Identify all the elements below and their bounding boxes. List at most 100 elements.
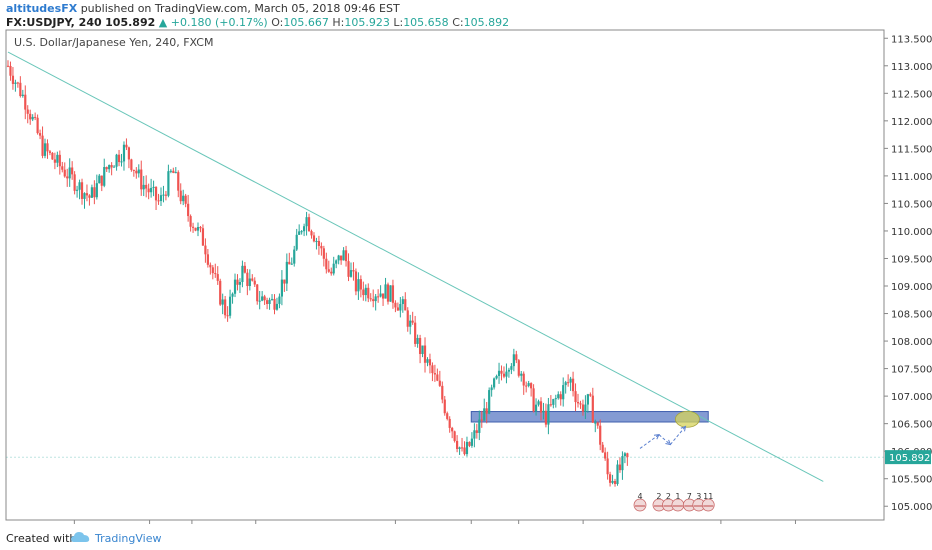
candle-body — [26, 109, 29, 114]
candle-body — [564, 382, 567, 386]
candle-body — [31, 116, 34, 120]
candle-body — [418, 337, 422, 355]
candle-body — [120, 161, 123, 163]
candle-body — [115, 154, 118, 167]
candle-body — [369, 298, 372, 300]
header: altitudesFX published on TradingView.com… — [0, 0, 932, 30]
candle-body — [135, 170, 138, 174]
event-marker: 1 — [671, 492, 685, 512]
candle-body — [73, 174, 76, 191]
price-tick-label: 112.000 — [891, 117, 932, 128]
candle-body — [169, 170, 172, 172]
candle-body — [157, 200, 160, 202]
candle-body — [409, 320, 412, 327]
price-tick-label: 107.000 — [891, 392, 932, 403]
price-tick-label: 106.500 — [891, 420, 932, 431]
candle-body — [532, 388, 535, 412]
candle-body — [152, 186, 155, 188]
publish-info: published on TradingView.com, March 05, … — [80, 2, 400, 15]
candle-body — [189, 216, 192, 227]
low-value: 105.658 — [403, 16, 449, 29]
candle-body — [433, 373, 436, 375]
candle-body — [537, 401, 540, 405]
symbol-line: FX:USDJPY, 240 105.892 ▲ +0.180 (+0.17%)… — [6, 16, 509, 29]
candle-body — [470, 438, 474, 446]
candle-body — [396, 307, 399, 311]
candle-body — [21, 94, 24, 96]
candle-body — [463, 447, 466, 455]
candle-body — [480, 419, 483, 421]
candle-body — [298, 231, 301, 235]
candle-body — [258, 300, 261, 302]
event-count-label: 2 — [666, 492, 671, 501]
candle-body — [125, 144, 128, 148]
candle-body — [78, 182, 81, 190]
high-label: H: — [332, 16, 345, 29]
candle-body — [399, 304, 402, 311]
candle-body — [219, 280, 222, 305]
candle-body — [389, 285, 392, 302]
candle-body — [278, 296, 281, 304]
candle-body — [221, 299, 224, 305]
candle-body — [224, 299, 227, 316]
author-link[interactable]: altitudesFX — [6, 2, 78, 15]
candle-body — [300, 231, 303, 233]
tradingview-brand-link[interactable]: TradingView — [95, 532, 162, 545]
candle-body — [495, 375, 498, 379]
candle-body — [337, 255, 340, 261]
event-count-label: 7 — [687, 492, 692, 501]
price-tick-label: 111.000 — [891, 172, 932, 183]
candle-body — [184, 195, 187, 204]
candle-body — [43, 143, 47, 156]
candle-body — [150, 187, 153, 193]
candle-body — [571, 378, 575, 392]
candle-body — [305, 217, 308, 227]
candle-body — [122, 144, 126, 162]
candle-body — [416, 337, 419, 344]
candle-body — [594, 422, 597, 424]
candle-body — [530, 383, 533, 389]
candle-body — [441, 385, 444, 400]
candle-body — [616, 464, 619, 484]
candle-body — [164, 194, 168, 196]
candle-body — [179, 190, 182, 202]
candle-body — [599, 425, 602, 445]
candle-body — [11, 75, 15, 84]
candle-body — [534, 404, 538, 412]
candle-body — [421, 345, 424, 355]
candle-body — [315, 240, 318, 242]
candle-body — [357, 279, 360, 292]
candle-body — [374, 296, 377, 302]
candle-body — [61, 166, 64, 170]
candle-body — [187, 203, 190, 217]
candle-body — [256, 284, 259, 302]
candle-body — [567, 382, 570, 384]
candle-body — [236, 279, 239, 285]
event-marker: 3 — [692, 492, 706, 512]
candle-body — [285, 261, 288, 284]
candle-body — [19, 82, 22, 96]
candle-body — [490, 387, 493, 391]
footer: Created with TradingView — [0, 526, 932, 550]
candle-body — [265, 300, 269, 304]
candle-body — [238, 282, 242, 285]
chart-canvas[interactable]: 105.000105.500106.000106.500107.000107.5… — [0, 0, 932, 526]
last-price-tag-label: 105.892 — [889, 453, 930, 464]
candle-body — [177, 172, 180, 191]
price-tick-label: 110.000 — [891, 227, 932, 238]
high-value: 105.923 — [344, 16, 390, 29]
candle-body — [130, 159, 133, 170]
candle-body — [53, 159, 56, 163]
candle-body — [243, 265, 246, 273]
candle-body — [584, 404, 587, 412]
candle-body — [283, 279, 286, 284]
candle-body — [231, 293, 234, 297]
candle-body — [16, 82, 19, 84]
candle-body — [347, 261, 350, 277]
candle-body — [211, 267, 214, 274]
close-label: C: — [452, 16, 464, 29]
price-tick-label: 108.000 — [891, 337, 932, 348]
footer-created-text: Created with — [6, 532, 77, 545]
candle-body — [270, 298, 274, 300]
price-tick-label: 111.500 — [891, 144, 932, 155]
